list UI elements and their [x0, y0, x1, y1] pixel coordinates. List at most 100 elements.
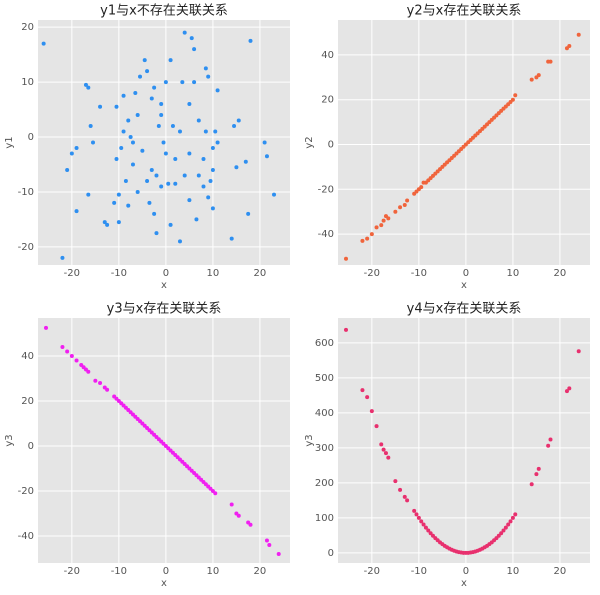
x-tick-label: 0: [163, 268, 169, 279]
point: [187, 102, 192, 107]
point: [203, 129, 208, 134]
point: [236, 118, 241, 123]
point: [365, 236, 370, 241]
point: [423, 525, 428, 530]
point: [369, 409, 374, 414]
point: [133, 91, 138, 96]
point: [74, 209, 79, 214]
point: [405, 498, 410, 503]
point: [69, 354, 74, 359]
point: [343, 327, 348, 332]
point: [170, 124, 175, 129]
point: [343, 256, 348, 261]
y-tick-label: 0: [28, 132, 34, 143]
point: [576, 32, 581, 37]
point: [196, 118, 201, 123]
x-tick-label: -20: [364, 566, 380, 577]
point: [168, 222, 173, 227]
point: [60, 255, 65, 260]
point: [147, 200, 152, 205]
y-tick-label: 40: [321, 50, 334, 61]
point: [114, 104, 119, 109]
point: [499, 531, 504, 536]
point: [43, 325, 48, 330]
point: [246, 211, 251, 216]
x-axis-label: x: [161, 280, 167, 291]
point: [168, 58, 173, 63]
point: [536, 466, 541, 471]
x-tick-label: 10: [507, 566, 520, 577]
x-axis-label: x: [461, 280, 467, 291]
point: [140, 148, 145, 153]
point: [74, 358, 79, 363]
point: [69, 151, 74, 156]
point: [374, 225, 379, 230]
y-tick-label: -10: [18, 187, 34, 198]
point: [213, 129, 218, 134]
x-tick-label: 0: [163, 566, 169, 577]
point: [398, 205, 403, 210]
chart-title: y1与x不存在关联关系: [100, 4, 228, 19]
point: [414, 512, 419, 517]
point: [215, 88, 220, 93]
point: [232, 124, 237, 129]
point: [86, 85, 91, 90]
x-tick-label: 0: [463, 566, 469, 577]
point: [210, 167, 215, 172]
point: [41, 41, 46, 46]
point: [360, 388, 365, 393]
x-tick-label: 0: [463, 268, 469, 279]
point: [381, 447, 386, 452]
point: [192, 47, 197, 52]
x-tick-label: 10: [207, 566, 220, 577]
y-tick-label: 400: [315, 408, 334, 419]
point: [88, 124, 93, 129]
point: [187, 198, 192, 203]
x-tick-label: -10: [111, 268, 127, 279]
point: [182, 30, 187, 35]
point: [248, 522, 253, 527]
chart-title: y3与x存在关联关系: [107, 302, 222, 317]
point: [149, 167, 154, 172]
point: [161, 140, 166, 145]
point: [91, 140, 96, 145]
point: [177, 239, 182, 244]
point: [138, 74, 143, 79]
point: [548, 437, 553, 442]
point: [65, 349, 70, 354]
point: [234, 165, 239, 170]
point: [145, 178, 150, 183]
x-tick-label: -10: [411, 566, 427, 577]
point: [130, 140, 135, 145]
point: [173, 181, 178, 186]
point: [386, 455, 391, 460]
point: [381, 218, 386, 223]
point: [152, 211, 157, 216]
point: [393, 209, 398, 214]
point: [229, 502, 234, 507]
point: [206, 74, 211, 79]
point: [386, 216, 391, 221]
y-axis-label: y1: [4, 136, 15, 148]
y-tick-label: -20: [318, 184, 334, 195]
point: [116, 192, 121, 197]
point: [119, 145, 124, 150]
point: [86, 369, 91, 374]
y-tick-label: 40: [21, 351, 34, 362]
point: [374, 424, 379, 429]
point: [142, 58, 147, 63]
point: [182, 173, 187, 178]
point: [213, 491, 218, 496]
x-tick-label: -10: [411, 268, 427, 279]
point: [201, 184, 206, 189]
point: [229, 236, 234, 241]
x-tick-label: 20: [254, 566, 267, 577]
point: [419, 185, 424, 190]
y-tick-label: 0: [28, 441, 34, 452]
point: [264, 154, 269, 159]
point: [264, 538, 269, 543]
point: [393, 479, 398, 484]
point: [365, 395, 370, 400]
point: [421, 522, 426, 527]
